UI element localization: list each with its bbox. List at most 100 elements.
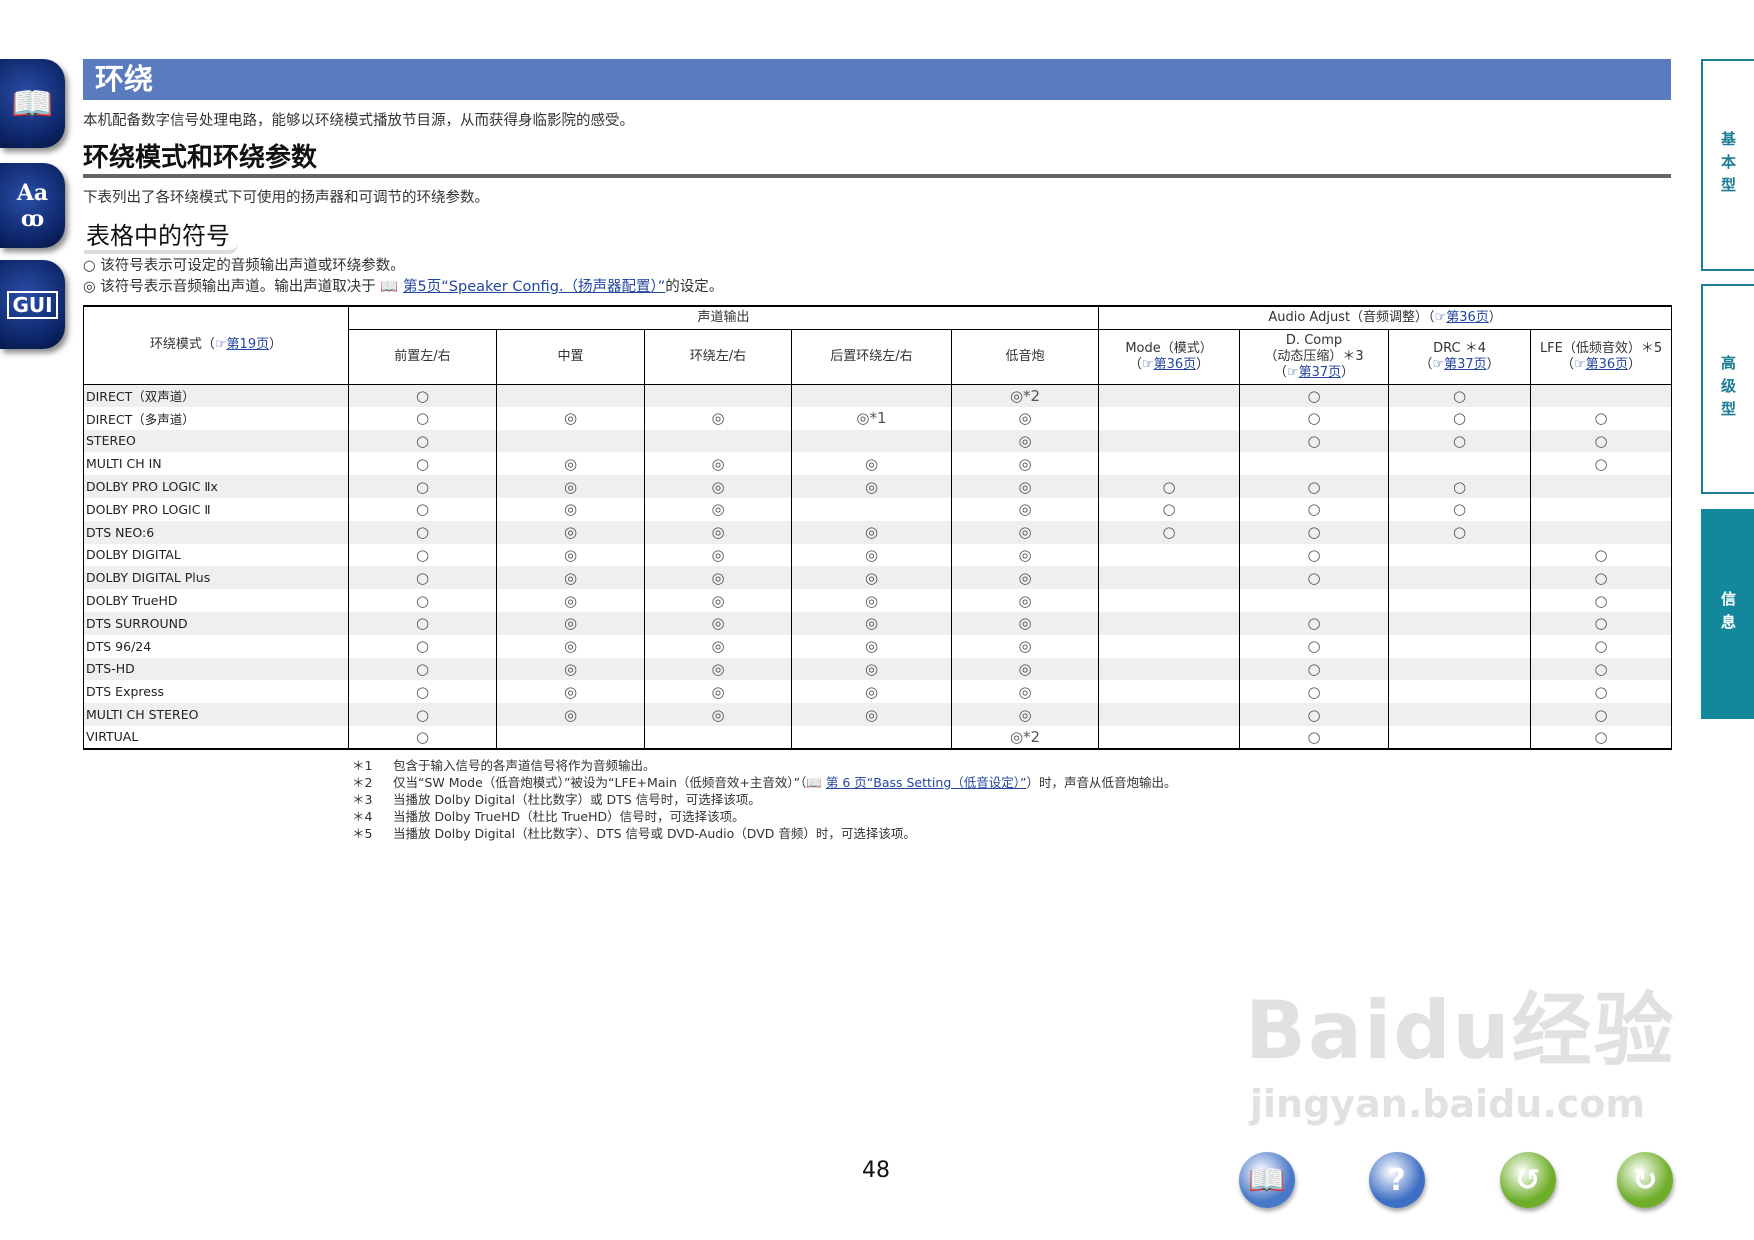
column-header: Mode（模式） （☞第36页） [1098,328,1241,385]
page-link[interactable]: 第37页 [1298,364,1342,380]
symbol-cell: ◎ [950,703,1100,726]
symbol-cell [1098,657,1241,681]
page-number: 48 [862,1158,890,1183]
page-link[interactable]: 第36页 [1446,309,1489,325]
footnote-text: 当播放 Dolby Digital（杜比数字）、DTS 信号或 DVD-Audi… [393,826,916,841]
symbol-cell [644,725,792,750]
baidu-watermark-url: jingyan.baidu.com [1250,1082,1645,1126]
symbol-cell: ○ [348,543,497,567]
symbol-cell: ○ [1530,634,1673,658]
surround-mode-table: 环绕模式（☞第19页） 声道输出 Audio Adjust（音频调整）（☞第36… [83,305,1673,750]
column-header: 低音炮 [950,328,1100,385]
table-row: DOLBY DIGITAL ○ ◎ ◎ ◎ ◎ ○ ○ [83,543,1673,567]
forward-icon: ↻ [1632,1162,1658,1198]
symbol-cell: ◎ [496,589,645,612]
symbol-cell: ○ [1239,543,1390,567]
column-header: 后置环绕左/右 [791,328,952,385]
table-row: DOLBY PRO LOGIC Ⅱx ○ ◎ ◎ ◎ ◎ ○ ○ ○ [83,475,1673,498]
symbol-cell: ○ [1239,657,1390,681]
table-row: MULTI CH STEREO ○ ◎ ◎ ◎ ◎ ○ ○ [83,703,1673,726]
symbol-cell: ◎ [791,680,952,704]
symbol-cell [1388,680,1532,704]
symbol-cell: ○ [1239,611,1390,635]
table-row: DOLBY TrueHD ○ ◎ ◎ ◎ ◎ ○ [83,589,1673,612]
gui-icon[interactable]: GUI [0,260,65,349]
symbol-cell: ○ [1239,725,1390,750]
footnote-text: 仅当“SW Mode（低音炮模式）”被设为“LFE+Main（低频音效+主音效）… [393,775,807,790]
symbol-cell: ◎ [496,634,645,658]
symbol-cell [791,497,952,521]
mode-name: DOLBY TrueHD [83,589,349,612]
forward-button[interactable]: ↻ [1617,1152,1673,1208]
baidu-watermark: Baidu经验 [1245,984,1676,1077]
speaker-config-link[interactable]: 第5页“Speaker Config.（扬声器配置）” [403,279,666,295]
symbol-cell: ○ [1530,725,1673,750]
symbol-cell: ◎ [496,680,645,704]
help-button[interactable]: ? [1369,1152,1425,1208]
symbol-cell: ◎ [791,589,952,612]
table-row: DTS 96/24 ○ ◎ ◎ ◎ ◎ ○ ○ [83,634,1673,658]
symbol-cell: ◎ [496,520,645,544]
symbol-cell: ◎ [950,634,1100,658]
bass-setting-link[interactable]: 第 6 页“Bass Setting（低音设定）” [825,775,1027,790]
symbol-cell [1388,725,1532,750]
legend-double-circle: ◎ 该符号表示音频输出声道。输出声道取决于 📖 第5页“Speaker Conf… [83,278,723,296]
symbol-cell: ○ [348,680,497,704]
table-row: DTS-HD ○ ◎ ◎ ◎ ◎ ○ ○ [83,657,1673,681]
symbol-cell: ○ [1530,680,1673,704]
symbol-cell: ○ [348,634,497,658]
glasses-icon: ꝏ [20,205,45,232]
mode-name: DOLBY PRO LOGIC Ⅱx [83,475,349,498]
symbol-cell: ◎ [644,657,792,681]
symbol-cell: ◎ [496,566,645,590]
symbol-cell: ○ [1530,703,1673,726]
footnote-text: 包含于输入信号的各声道信号将作为音频输出。 [393,758,656,773]
symbol-cell: ◎ [644,680,792,704]
glossary-icon[interactable]: Aa ꝏ [0,163,65,248]
symbol-cell: ◎ [950,543,1100,567]
contents-button[interactable]: 📖 [1239,1152,1295,1208]
column-label: 中置 [557,348,584,364]
manual-book-icon[interactable]: 📖 [0,59,65,148]
section-description: 下表列出了各环绕模式下可使用的扬声器和可调节的环绕参数。 [83,190,489,206]
tab-basic[interactable]: 基本型 [1701,59,1754,271]
symbol-cell: ○ [1239,497,1390,521]
symbol-cell [496,429,645,453]
book-icon: 📖 [11,83,54,124]
symbol-cell: ○ [1098,520,1241,544]
book-icon: 📖 [806,775,822,790]
page-link[interactable]: 第19页 [226,337,270,353]
symbol-cell: ◎ [950,566,1100,590]
symbol-cell: ○ [348,589,497,612]
symbol-cell: ◎ [950,657,1100,681]
symbol-cell: ○ [348,452,497,476]
hand-pointer-icon: ☞ [1573,356,1586,372]
symbol-cell: ◎ [950,497,1100,521]
symbol-cell: ◎*2 [950,725,1100,750]
back-button[interactable]: ↺ [1500,1152,1556,1208]
tab-advanced[interactable]: 高级型 [1701,284,1754,494]
column-label: 前置左/右 [394,348,451,364]
page-link[interactable]: 第37页 [1444,356,1487,372]
symbol-cell: ◎ [950,429,1100,453]
symbol-cell [1239,589,1390,612]
symbol-cell: ◎ [644,566,792,590]
hand-pointer-icon: ☞ [214,337,227,353]
tab-information[interactable]: 信息 [1701,509,1754,719]
table-row: DIRECT（多声道） ○ ◎ ◎ ◎*1 ◎ ○ ○ ○ [83,406,1673,430]
table-row: MULTI CH IN ○ ◎ ◎ ◎ ◎ ○ [83,452,1673,476]
section-title: 环绕模式和环绕参数 [83,143,318,173]
symbol-cell: ○ [1388,384,1532,407]
page-link[interactable]: 第36页 [1153,356,1197,372]
symbol-cell: ○ [1388,497,1532,521]
symbol-cell [1098,634,1241,658]
symbol-cell: ◎ [496,475,645,498]
hand-pointer-icon: ☞ [1434,309,1447,325]
symbol-cell: ◎ [496,497,645,521]
page-link[interactable]: 第36页 [1585,356,1629,372]
table-row: DOLBY PRO LOGIC Ⅱ ○ ◎ ◎ ◎ ○ ○ ○ [83,497,1673,521]
symbol-cell: ◎*2 [950,384,1100,407]
symbol-cell [1388,611,1532,635]
symbol-cell: ◎ [950,406,1100,430]
symbol-cell: ○ [1239,680,1390,704]
